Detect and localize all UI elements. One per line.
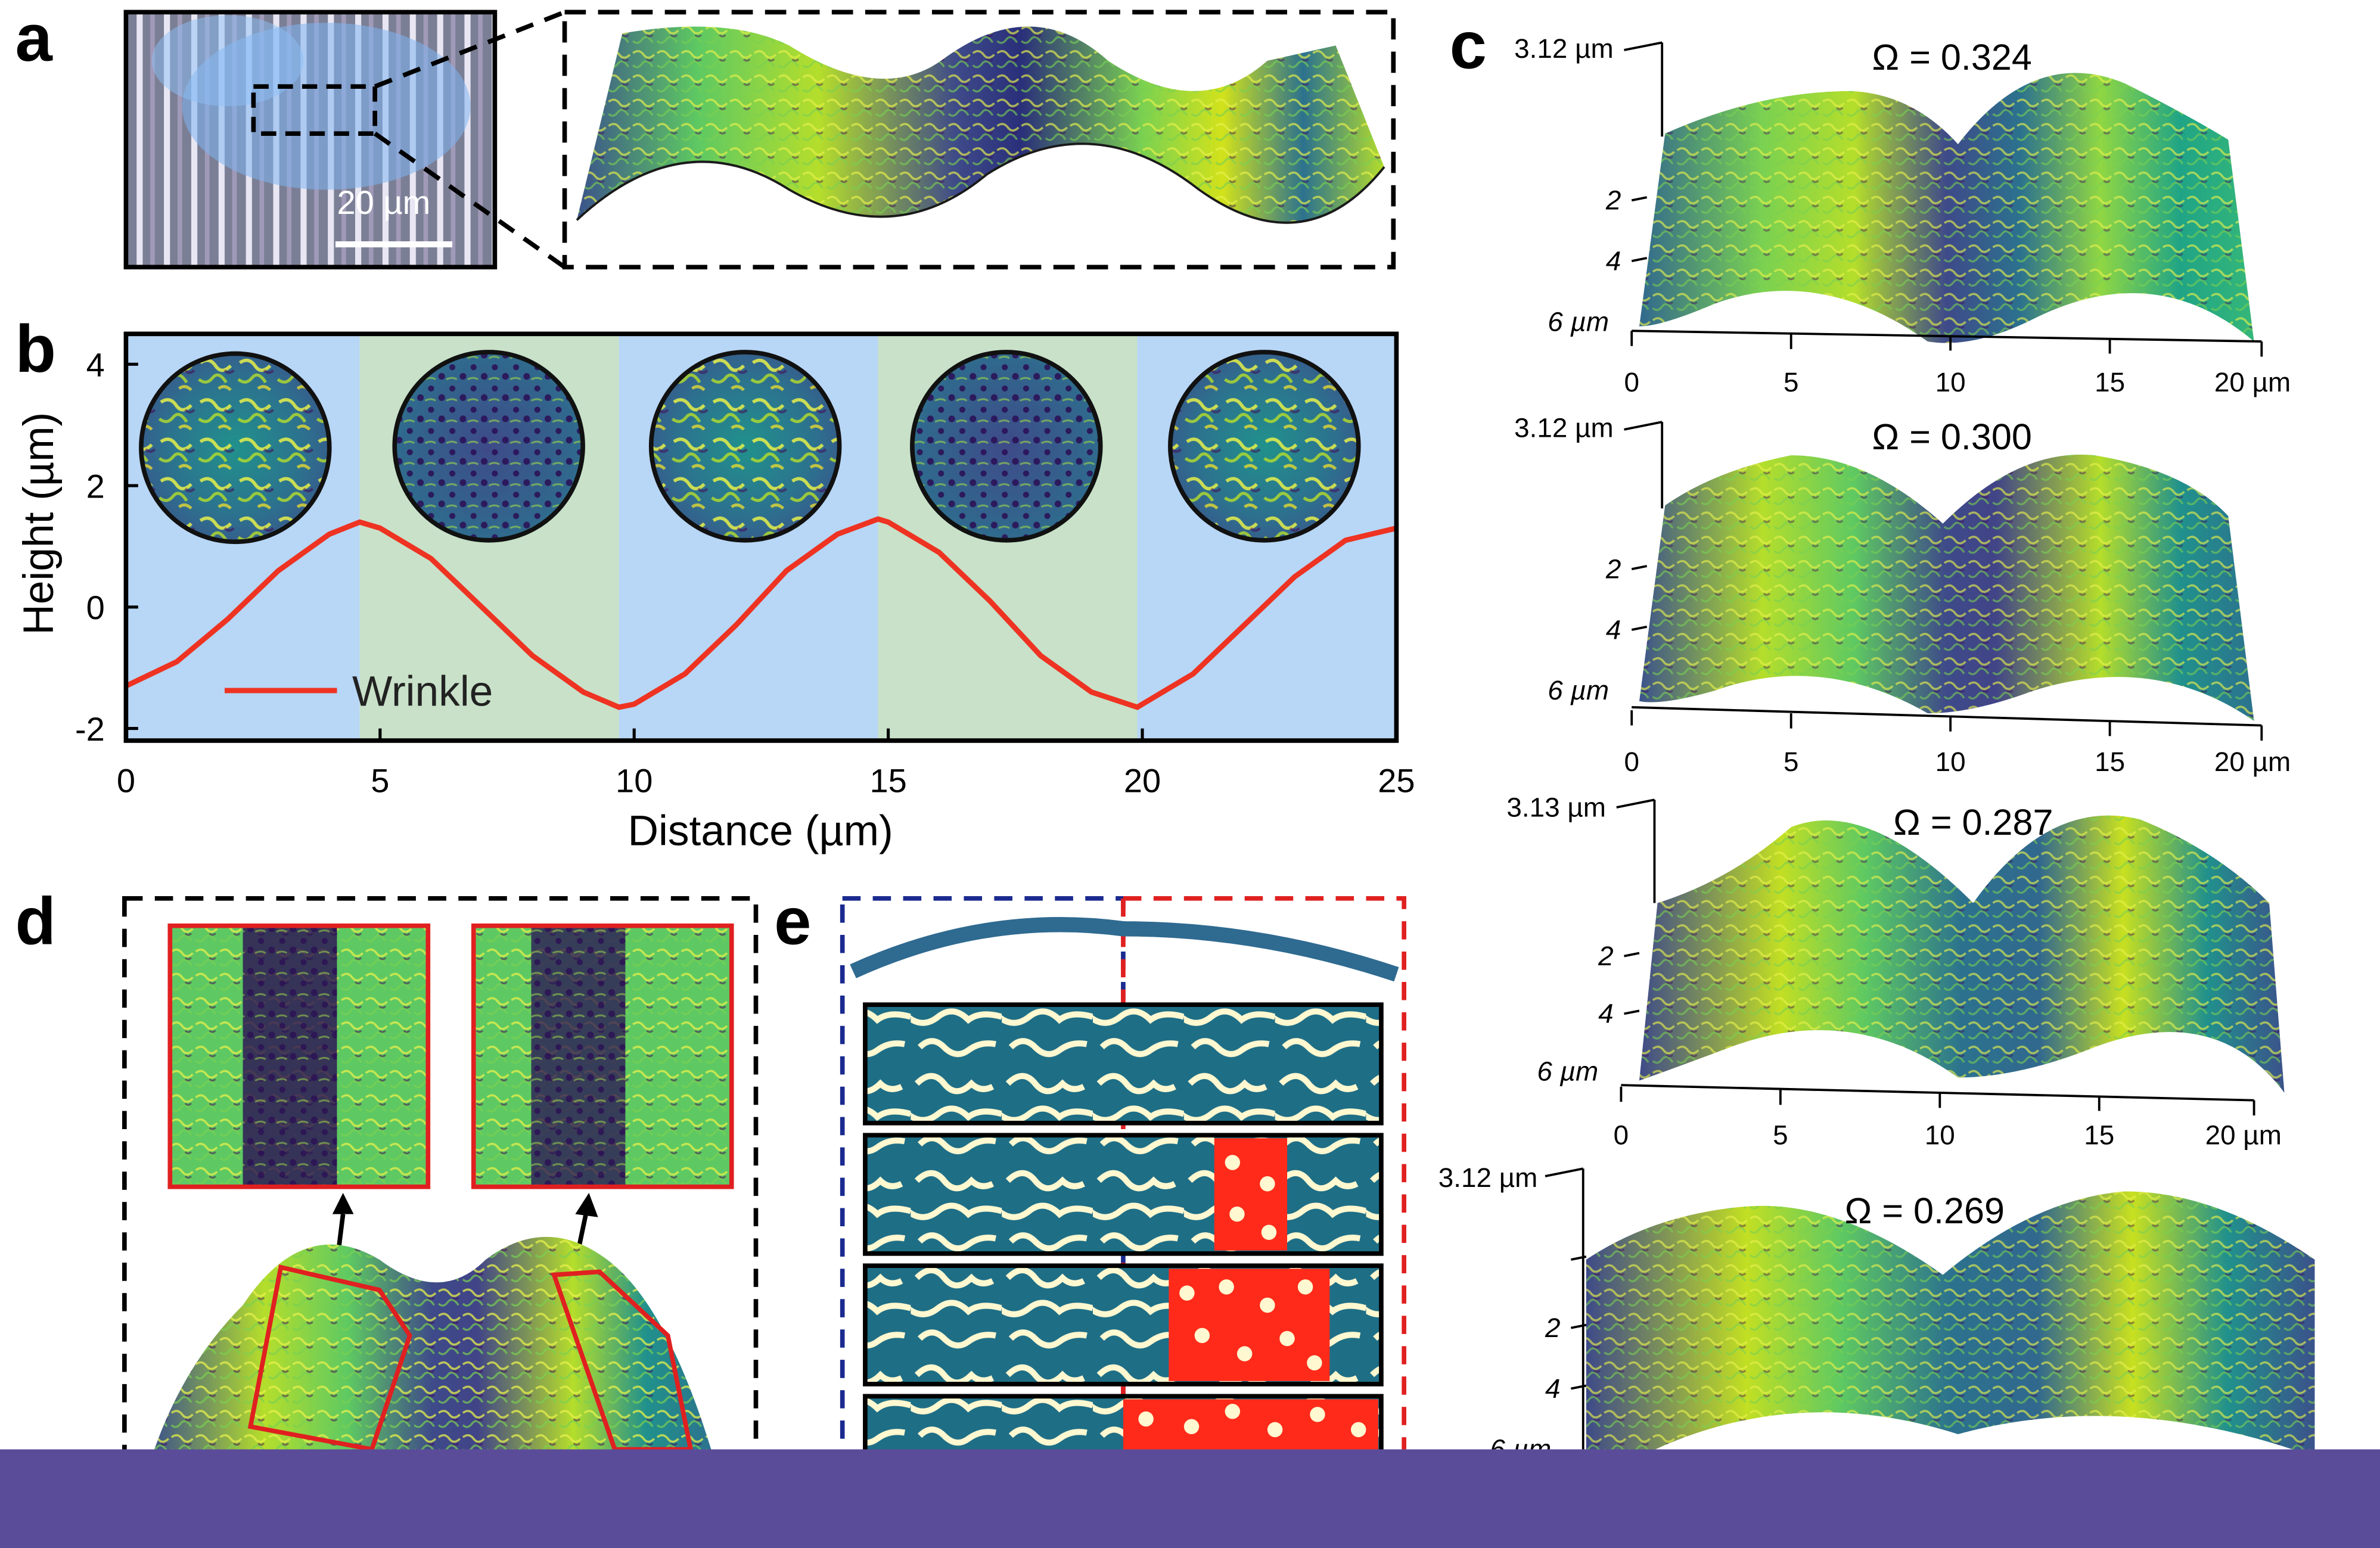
x-tick-label-2: 10 [616,762,653,800]
optical-micrograph: 20 µm [123,10,498,270]
inset-circle-5 [1168,350,1361,543]
y-tick-1-1: 4 [1606,245,1621,276]
x-tick-2-2: 10 [1935,747,1966,777]
y-tick-label-1: 0 [86,589,105,626]
highlight-region-left [247,1264,412,1452]
surface-3d-d [151,1236,714,1457]
scale-bar-label: 20 µm [337,184,430,221]
arrowhead-left [332,1192,354,1214]
panel-letter-a: a [15,1,53,75]
zoom-region-box [251,84,377,136]
legend: Wrinkle [224,667,493,715]
pattern-insets [139,350,1361,545]
right-region-frame [1123,896,1406,1465]
y-tick-4-0: 2 [1545,1313,1561,1343]
inset-circle-3 [648,350,842,543]
height-label-4: 3.12 µm [1438,1162,1538,1193]
y-tick-2-2: 6 µm [1548,675,1609,705]
x-tick-3-4: 20 µm [2205,1120,2282,1150]
y-tick-3-2: 6 µm [1537,1056,1598,1087]
x-tick-3-1: 5 [1773,1120,1788,1150]
x-tick-2-4: 20 µm [2214,747,2291,777]
y-ticks: -2 0 2 4 [75,346,138,748]
chart-frame [123,331,1399,743]
x-tick-label-5: 25 [1378,762,1415,800]
panel-e: e [774,884,1406,1490]
y-tick-2-0: 2 [1605,554,1621,584]
y-tick-label-2: 2 [86,467,105,505]
inset-circle-4 [910,350,1103,543]
zoom-frame [562,10,1396,270]
series-line-wrinkle [125,516,1397,710]
omega-label-2: Ω = 0.300 [1872,416,2032,457]
omega-label-4: Ω = 0.269 [1845,1190,2005,1231]
x-tick-3-2: 10 [1925,1120,1955,1150]
surface-plot-4: 3.12 µm Ω = 0.269 2 4 6 µm [1438,1162,2315,1465]
left-region-frame [840,896,1126,1467]
surface-plot-3: 3.13 µm Ω = 0.287 2 4 6 µm 0 5 10 15 20 … [1506,792,2285,1150]
y-tick-label-3: 4 [86,346,105,384]
inset-circle-2 [392,350,585,543]
x-tick-1-4: 20 µm [2214,367,2291,397]
surface-plot-2: 3.12 µm Ω = 0.300 2 4 6 µm 0 5 10 15 20 … [1514,413,2291,777]
y-tick-4-1: 4 [1545,1373,1561,1404]
surface-plot-1: 3.12 µm Ω = 0.324 2 4 6 µm 0 5 10 15 20 … [1514,33,2291,397]
x-tick-3-3: 15 [2084,1120,2114,1150]
x-tick-label-0: 0 [117,762,135,800]
y-tick-label-0: -2 [75,710,105,748]
x-tick-2-0: 0 [1624,747,1639,777]
x-tick-2-1: 5 [1784,747,1799,777]
pattern-strip-2 [863,1133,1384,1256]
x-tick-1-3: 15 [2095,367,2125,397]
y-axis-title: Height (µm) [15,412,63,635]
y-tick-3-1: 4 [1598,999,1614,1029]
omega-label-3: Ω = 0.287 [1893,802,2053,843]
panel-letter-c: c [1450,8,1487,83]
zoom-line-top [374,10,566,89]
highlight-region-right [551,1269,694,1452]
pattern-strip-1 [863,1002,1384,1126]
wrinkle-profile-sketch [850,917,1399,982]
height-label-1: 3.12 µm [1514,33,1614,64]
x-tick-label-3: 15 [869,762,906,800]
wrinkle-surface-3d [576,26,1385,224]
y-tick-2-1: 4 [1606,614,1621,645]
zoom-inset-right [471,923,734,1189]
zoom-line-bottom [373,132,566,269]
panel-letter-d: d [15,884,55,958]
y-tick-1-2: 6 µm [1548,306,1609,337]
panel-letter-e: e [774,884,811,958]
pattern-strip-3 [863,1263,1384,1387]
height-label-3: 3.13 µm [1506,792,1606,822]
x-tick-1-2: 10 [1935,367,1966,397]
x-ticks: 0 5 10 15 20 25 [117,728,1415,800]
panel-b: b [15,312,1415,855]
panel-letter-b: b [15,312,55,386]
footer-overlay-bar [0,1449,2380,1548]
y-tick-3-0: 2 [1598,941,1614,971]
x-tick-2-3: 15 [2095,747,2125,777]
inset-circle-1 [139,351,332,545]
height-label-2: 3.12 µm [1514,413,1614,443]
y-tick-1-0: 2 [1605,185,1621,215]
x-tick-label-1: 5 [371,762,389,800]
omega-label-1: Ω = 0.324 [1872,37,2032,77]
panel-c: c 3.12 µm Ω = 0.324 2 4 6 µm 0 5 [1438,8,2315,1465]
zoom-inset-left [167,923,431,1189]
x-tick-1-1: 5 [1784,367,1799,397]
panel-d: d [15,884,759,1478]
x-tick-label-4: 20 [1124,762,1161,800]
panel-a: a 20 µm [15,1,1396,270]
height-chart: 0 5 10 15 20 25 -2 0 2 4 Wrinkle Distance (µm) H… [15,331,1415,855]
legend-label-wrinkle: Wrinkle [352,667,493,715]
x-tick-3-0: 0 [1614,1120,1629,1150]
x-tick-1-0: 0 [1624,367,1639,397]
x-axis-title: Distance (µm) [628,807,893,855]
arrowhead-right [575,1192,598,1217]
